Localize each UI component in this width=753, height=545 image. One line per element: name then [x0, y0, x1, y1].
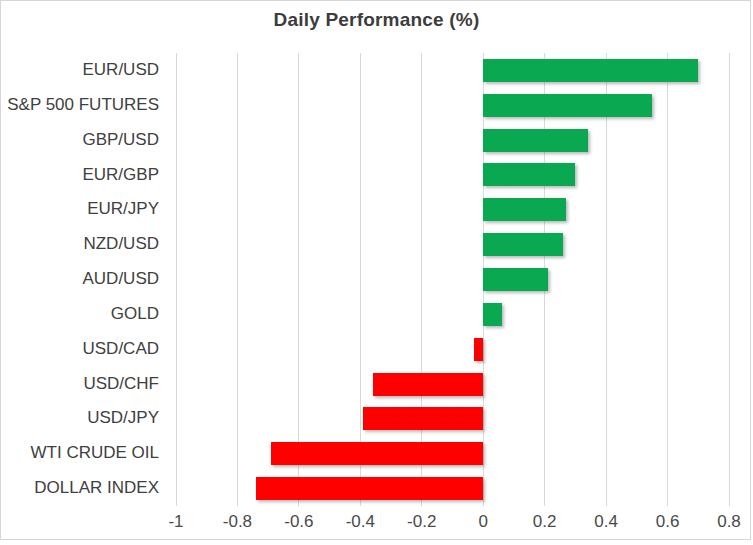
x-tick-label--0.8: -0.8: [207, 512, 267, 532]
bar-gold: [483, 303, 501, 326]
bar-eur-usd: [483, 59, 698, 82]
bar-usd-chf: [373, 373, 484, 396]
value-axis: -1-0.8-0.6-0.4-0.200.20.40.60.8: [176, 512, 729, 538]
gridline-x-0.6: [667, 53, 668, 506]
category-label-usd-jpy: USD/JPY: [1, 401, 159, 436]
bar-aud-usd: [483, 268, 548, 291]
gridline-x--0.2: [421, 53, 422, 506]
category-label-eur-jpy: EUR/JPY: [1, 192, 159, 227]
x-tick-label-0.8: 0.8: [699, 512, 753, 532]
x-tick-label--0.4: -0.4: [330, 512, 390, 532]
category-label-eur-usd: EUR/USD: [1, 53, 159, 88]
gridline-x--1: [176, 53, 177, 506]
bar-s-p-500-futures: [483, 94, 652, 117]
bar-eur-jpy: [483, 198, 566, 221]
x-tick-label--0.6: -0.6: [269, 512, 329, 532]
category-label-wti-crude-oil: WTI CRUDE OIL: [1, 436, 159, 471]
bar-usd-cad: [474, 338, 483, 361]
category-label-eur-gbp: EUR/GBP: [1, 158, 159, 193]
chart-title: Daily Performance (%): [1, 9, 752, 31]
x-tick-label-0.6: 0.6: [638, 512, 698, 532]
category-label-s-p-500-futures: S&P 500 FUTURES: [1, 88, 159, 123]
x-tick-label--1: -1: [146, 512, 206, 532]
bar-wti-crude-oil: [271, 442, 483, 465]
x-tick-label-0: 0: [453, 512, 513, 532]
x-tick-label-0.2: 0.2: [515, 512, 575, 532]
bar-gbp-usd: [483, 129, 587, 152]
category-axis: EUR/USDS&P 500 FUTURESGBP/USDEUR/GBPEUR/…: [1, 53, 159, 506]
gridline-x-0.4: [606, 53, 607, 506]
bar-nzd-usd: [483, 233, 563, 256]
category-label-gbp-usd: GBP/USD: [1, 123, 159, 158]
category-label-nzd-usd: NZD/USD: [1, 227, 159, 262]
category-label-dollar-index: DOLLAR INDEX: [1, 471, 159, 506]
chart-canvas: Daily Performance (%) EUR/USDS&P 500 FUT…: [0, 0, 753, 545]
gridline-x--0.6: [298, 53, 299, 506]
chart-border-box: Daily Performance (%) EUR/USDS&P 500 FUT…: [0, 0, 751, 540]
bar-dollar-index: [256, 477, 483, 500]
category-label-aud-usd: AUD/USD: [1, 262, 159, 297]
x-tick-label--0.2: -0.2: [392, 512, 452, 532]
category-label-gold: GOLD: [1, 297, 159, 332]
category-label-usd-chf: USD/CHF: [1, 367, 159, 402]
x-tick-label-0.4: 0.4: [576, 512, 636, 532]
category-label-usd-cad: USD/CAD: [1, 332, 159, 367]
gridline-x--0.8: [237, 53, 238, 506]
plot-area: [176, 53, 729, 506]
bar-eur-gbp: [483, 163, 575, 186]
bar-usd-jpy: [363, 407, 483, 430]
gridline-x-0.8: [729, 53, 730, 506]
gridline-x--0.4: [360, 53, 361, 506]
